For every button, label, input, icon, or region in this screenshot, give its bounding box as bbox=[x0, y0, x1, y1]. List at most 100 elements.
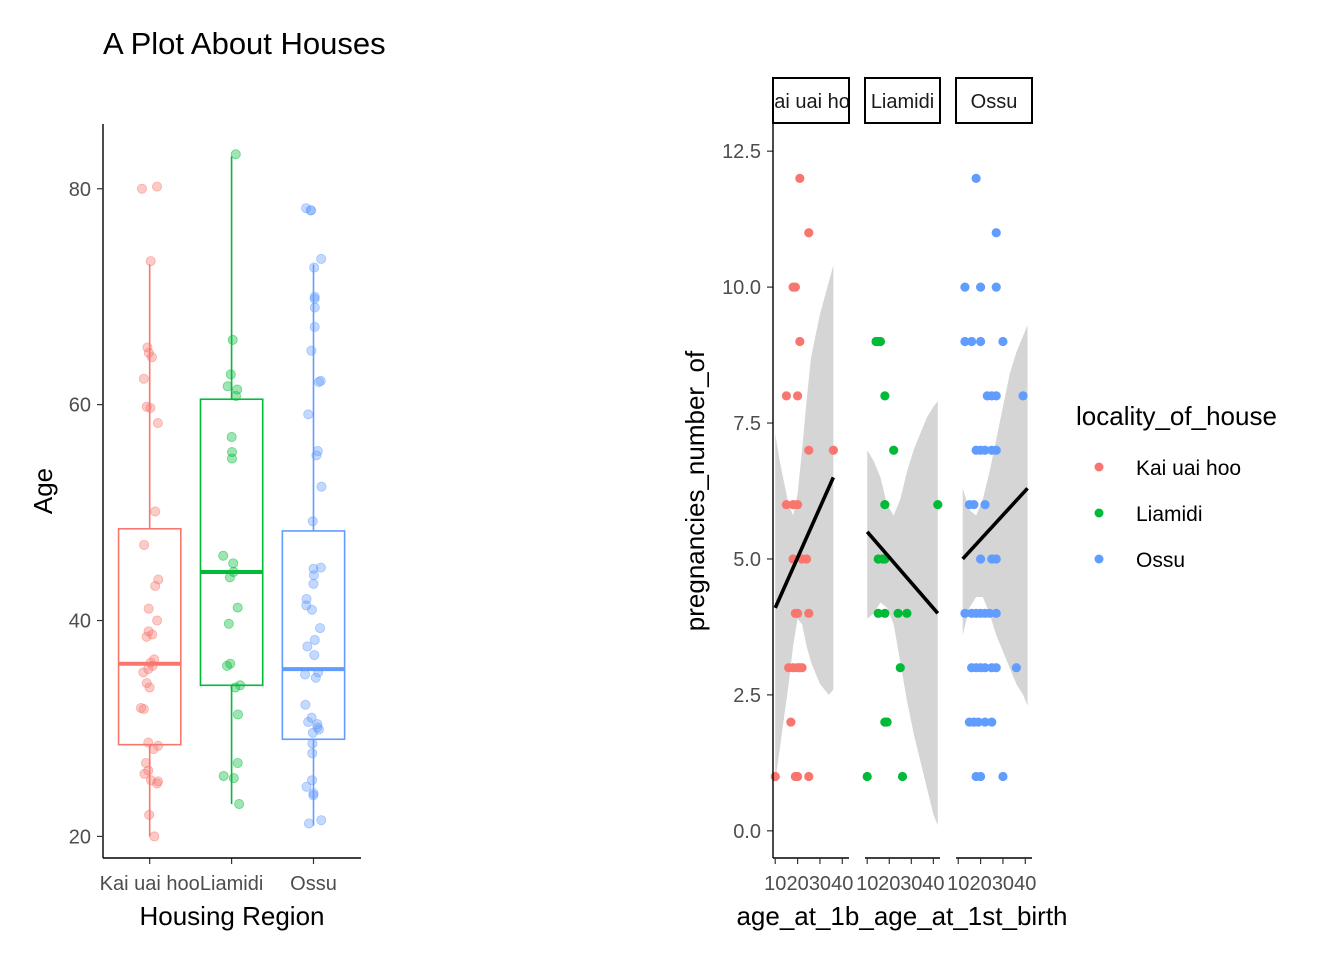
x-tick-label-liamidi-20: 20 bbox=[878, 873, 900, 895]
point-liamidi bbox=[224, 572, 235, 583]
point-liamidi bbox=[933, 499, 943, 510]
strip-label-kai-uai-hoo: Kai uai hoo bbox=[761, 91, 861, 113]
point-ossu bbox=[960, 336, 970, 347]
point-kai-uai-hoo bbox=[138, 373, 149, 384]
point-liamidi bbox=[222, 660, 233, 671]
point-kai-uai-hoo bbox=[790, 282, 800, 292]
point-kai-uai-hoo bbox=[152, 417, 163, 428]
point-ossu bbox=[305, 205, 316, 216]
point-ossu bbox=[991, 391, 1001, 401]
point-ossu bbox=[307, 748, 318, 759]
x-tick-label-ossu: Ossu bbox=[290, 873, 337, 895]
point-ossu bbox=[975, 554, 986, 564]
point-ossu bbox=[998, 336, 1008, 347]
point-ossu bbox=[307, 727, 318, 738]
left-boxes bbox=[117, 156, 346, 837]
point-ossu bbox=[967, 336, 977, 347]
point-ossu bbox=[315, 623, 326, 634]
x-tick-label-ossu-40: 40 bbox=[1014, 873, 1036, 895]
point-ossu bbox=[308, 570, 319, 581]
point-kai-uai-hoo bbox=[804, 445, 814, 455]
left-x-axis-title: Housing Region bbox=[139, 901, 324, 931]
point-liamidi bbox=[234, 799, 245, 810]
point-ossu bbox=[303, 716, 314, 727]
x-tick-label-kai-uai-hoo-20: 20 bbox=[786, 873, 808, 895]
point-ossu bbox=[303, 409, 314, 420]
point-liamidi bbox=[880, 391, 890, 401]
point-ossu bbox=[307, 738, 318, 749]
point-ossu bbox=[991, 282, 1001, 292]
legend-label-liamidi: Liamidi bbox=[1136, 503, 1203, 526]
point-liamidi bbox=[889, 445, 899, 455]
left-axes: Kai uai hoo Liamidi Ossu 20 40 60 80 bbox=[69, 124, 361, 895]
right-y-tick-label-5: 12.5 bbox=[722, 141, 761, 163]
point-ossu bbox=[303, 818, 314, 829]
point-liamidi bbox=[218, 550, 229, 561]
point-ossu bbox=[301, 781, 312, 792]
point-liamidi bbox=[862, 771, 872, 782]
right-x-axis-title: age_at_1b_age_at_1st_birth bbox=[736, 901, 1067, 931]
point-ossu bbox=[315, 562, 326, 573]
point-ossu bbox=[302, 641, 313, 652]
point-liamidi bbox=[882, 717, 892, 727]
point-liamidi bbox=[895, 663, 905, 673]
point-liamidi bbox=[227, 334, 238, 345]
point-kai-uai-hoo bbox=[139, 539, 150, 550]
right-y-tick-label-2: 5.0 bbox=[733, 549, 761, 571]
point-ossu bbox=[969, 499, 979, 510]
point-ossu bbox=[980, 663, 990, 673]
legend-key-kai-uai-hoo bbox=[1094, 462, 1104, 472]
point-liamidi bbox=[902, 608, 912, 618]
box-ossu bbox=[281, 530, 346, 741]
right-y-tick-label-1: 2.5 bbox=[733, 685, 761, 707]
point-kai-uai-hoo bbox=[152, 615, 163, 626]
point-liamidi bbox=[897, 771, 908, 782]
point-kai-uai-hoo bbox=[152, 778, 163, 789]
y-tick-label-20: 20 bbox=[69, 826, 91, 848]
point-ossu bbox=[300, 669, 311, 680]
point-ossu bbox=[991, 608, 1001, 618]
point-ossu bbox=[991, 445, 1001, 455]
point-kai-uai-hoo bbox=[792, 391, 803, 401]
point-kai-uai-hoo bbox=[792, 608, 803, 618]
point-ossu bbox=[971, 173, 981, 183]
point-ossu bbox=[980, 499, 990, 510]
point-ossu bbox=[313, 724, 324, 735]
x-tick-label-kai-uai-hoo-40: 40 bbox=[831, 873, 853, 895]
point-kai-uai-hoo bbox=[781, 499, 792, 510]
point-ossu bbox=[960, 282, 970, 292]
point-kai-uai-hoo bbox=[804, 228, 814, 238]
point-ossu bbox=[309, 302, 320, 313]
point-liamidi bbox=[218, 770, 229, 781]
point-ossu bbox=[307, 775, 318, 786]
strip-label-liamidi: Liamidi bbox=[871, 91, 934, 113]
point-kai-uai-hoo bbox=[150, 580, 161, 591]
fit-line-liamidi bbox=[865, 530, 940, 615]
x-tick-label-liamidi-30: 30 bbox=[900, 873, 922, 895]
point-ossu bbox=[309, 634, 320, 645]
x-tick-label-liamidi-10: 10 bbox=[856, 873, 878, 895]
point-kai-uai-hoo bbox=[136, 183, 147, 194]
strip-kai-uai-hoo bbox=[772, 77, 850, 124]
point-kai-uai-hoo bbox=[781, 391, 792, 401]
y-tick-label-60: 60 bbox=[69, 395, 91, 417]
y-tick-label-40: 40 bbox=[69, 611, 91, 633]
x-tick-label-kai-uai-hoo: Kai uai hoo bbox=[100, 873, 200, 895]
point-ossu bbox=[306, 345, 317, 356]
point-ossu bbox=[975, 282, 986, 292]
point-liamidi bbox=[223, 618, 234, 629]
point-kai-uai-hoo bbox=[792, 499, 803, 510]
x-tick-label-ossu-10: 10 bbox=[947, 873, 969, 895]
point-ossu bbox=[309, 293, 320, 304]
left-y-axis-title: Age bbox=[28, 468, 58, 514]
point-ossu bbox=[991, 554, 1001, 564]
right-y-axis-title: pregnancies_number_of bbox=[680, 350, 710, 631]
point-ossu bbox=[960, 608, 970, 618]
right-axes: 0.02.55.07.510.012.510 20 30 40 10 20 30 40 10 20… bbox=[722, 124, 1036, 895]
confidence-band-kai-uai-hoo bbox=[775, 265, 834, 782]
facet-panel-liamidi: Liamidi bbox=[862, 77, 943, 826]
right-facet-panels: Kai uai hoo Liamidi Ossu bbox=[761, 77, 1033, 826]
point-ossu bbox=[306, 604, 317, 615]
point-kai-uai-hoo bbox=[149, 831, 160, 842]
